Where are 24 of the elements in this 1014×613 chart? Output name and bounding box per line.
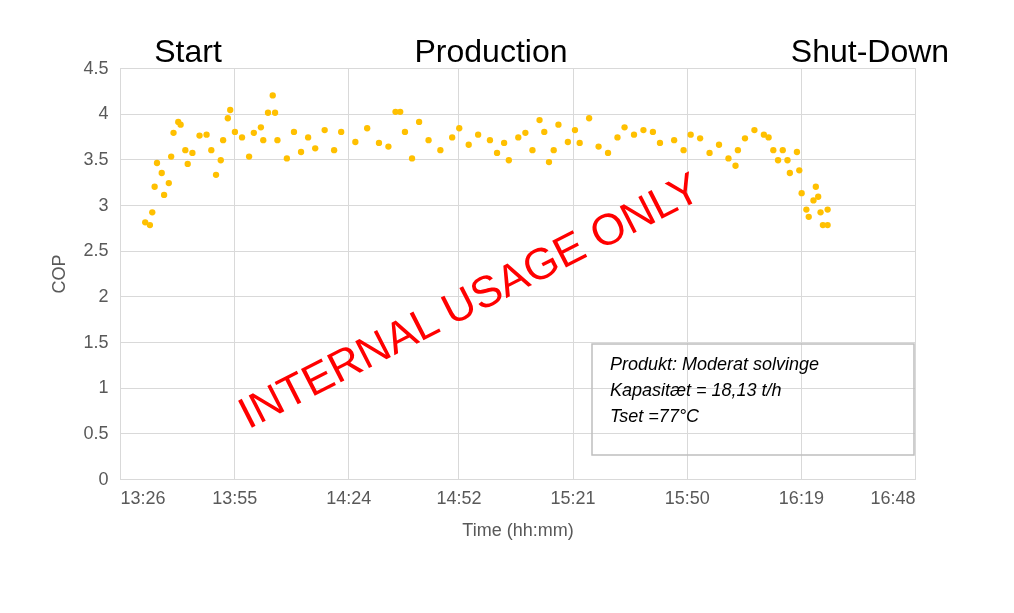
y-tick-label: 0.5 (83, 422, 109, 443)
annotation: Start (154, 33, 222, 69)
x-tick-label: 16:48 (870, 487, 916, 508)
y-tick-label: 2.5 (83, 240, 109, 261)
x-tick-label: 14:24 (326, 487, 372, 508)
y-tick-label: 3 (98, 194, 109, 215)
x-tick-label: 13:26 (120, 487, 166, 508)
x-tick-label: 16:19 (778, 487, 824, 508)
annotation: Produkt: Moderat solvinge Kapasitæt = 18,13 t/h Tset =77°C (610, 354, 820, 426)
y-tick-label: 1 (98, 377, 109, 398)
x-tick-label: 15:50 (664, 487, 710, 508)
y-tick-label: 4.5 (83, 57, 109, 78)
y-tick-label: 4 (98, 103, 109, 124)
y-tick-label: 3.5 (83, 148, 109, 169)
y-tick-label: 1.5 (83, 331, 109, 352)
x-tick-label: 14:52 (436, 487, 482, 508)
annotation: Production (414, 33, 568, 69)
y-axis-title: COP (49, 254, 70, 294)
y-tick-label: 2 (98, 285, 109, 306)
y-tick-label: 0 (98, 468, 109, 489)
x-tick-label: 15:21 (550, 487, 596, 508)
x-tick-label: 13:55 (212, 487, 258, 508)
annotation: Shut-Down (790, 33, 950, 69)
x-axis-title: Time (hh:mm) (462, 519, 574, 540)
